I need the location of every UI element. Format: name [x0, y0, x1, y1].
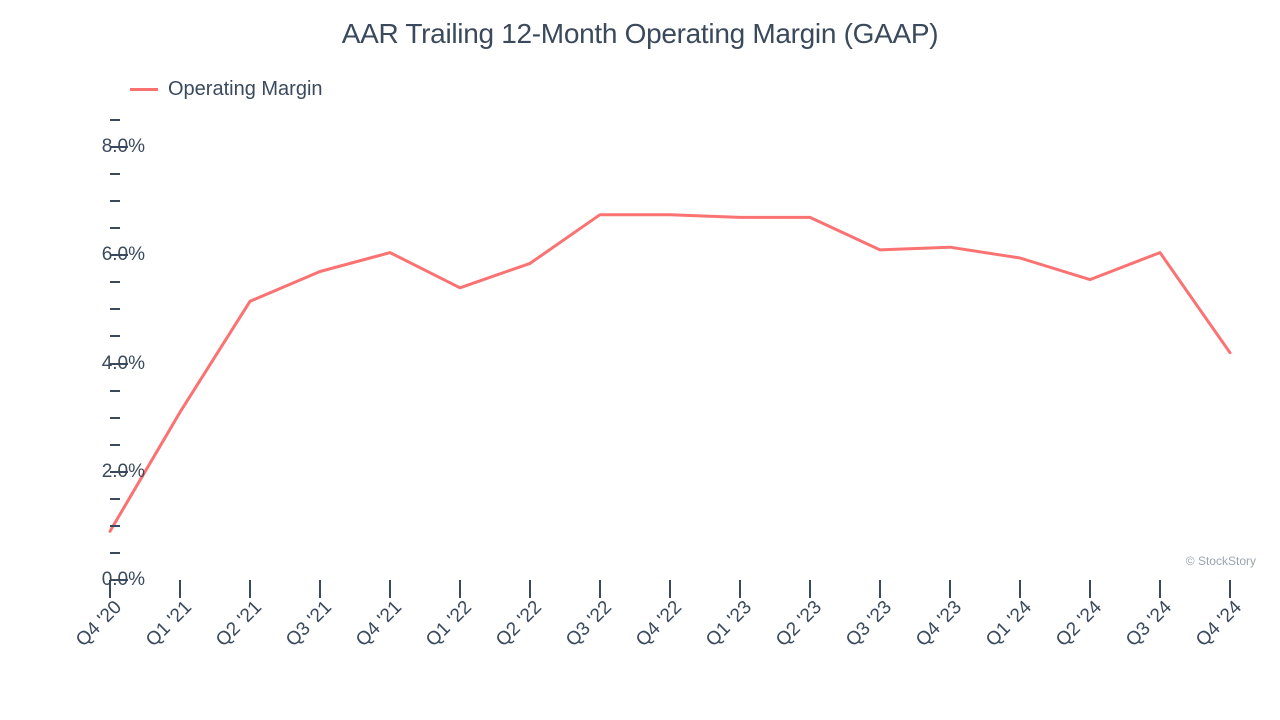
x-tick [319, 580, 321, 598]
x-axis-label: Q3 '23 [842, 597, 897, 652]
x-tick [599, 580, 601, 598]
plot-area [110, 120, 1230, 580]
x-tick [529, 580, 531, 598]
y-tick-minor [110, 119, 120, 121]
y-axis-label: 4.0% [65, 353, 145, 375]
y-tick-minor [110, 417, 120, 419]
y-tick-minor [110, 227, 120, 229]
x-tick [1089, 580, 1091, 598]
x-tick [249, 580, 251, 598]
x-tick [459, 580, 461, 598]
y-tick-minor [110, 200, 120, 202]
line-chart-svg [110, 120, 1230, 580]
x-tick [949, 580, 951, 598]
x-tick [879, 580, 881, 598]
x-axis-label: Q1 '23 [702, 597, 757, 652]
x-tick [669, 580, 671, 598]
y-tick-minor [110, 444, 120, 446]
x-tick [179, 580, 181, 598]
x-axis-label: Q1 '24 [982, 597, 1037, 652]
legend: Operating Margin [130, 78, 323, 101]
y-axis-label: 8.0% [65, 136, 145, 158]
x-axis-label: Q4 '23 [912, 597, 967, 652]
legend-swatch [130, 88, 158, 91]
y-tick-minor [110, 308, 120, 310]
y-tick-minor [110, 525, 120, 527]
x-axis-label: Q4 '20 [72, 597, 127, 652]
x-axis-label: Q2 '24 [1052, 597, 1107, 652]
y-tick-minor [110, 498, 120, 500]
x-tick [739, 580, 741, 598]
x-tick [389, 580, 391, 598]
legend-label: Operating Margin [168, 78, 323, 101]
x-axis-label: Q2 '23 [772, 597, 827, 652]
y-tick-minor [110, 173, 120, 175]
x-axis-label: Q1 '22 [422, 597, 477, 652]
y-tick-minor [110, 281, 120, 283]
y-tick-minor [110, 552, 120, 554]
x-tick [1159, 580, 1161, 598]
x-tick [109, 580, 111, 598]
y-axis-label: 0.0% [65, 569, 145, 591]
x-axis-label: Q4 '24 [1192, 597, 1247, 652]
x-axis-label: Q4 '21 [352, 597, 407, 652]
y-axis-label: 2.0% [65, 461, 145, 483]
y-tick-minor [110, 335, 120, 337]
x-axis-label: Q3 '21 [282, 597, 337, 652]
x-axis-label: Q3 '22 [562, 597, 617, 652]
x-tick [1229, 580, 1231, 598]
operating-margin-line [110, 215, 1230, 532]
y-axis-label: 6.0% [65, 244, 145, 266]
y-tick-minor [110, 390, 120, 392]
x-tick [809, 580, 811, 598]
x-tick [1019, 580, 1021, 598]
x-axis-label: Q1 '21 [142, 597, 197, 652]
attribution-text: © StockStory [1186, 554, 1256, 568]
x-axis-label: Q2 '21 [212, 597, 267, 652]
x-axis-label: Q2 '22 [492, 597, 547, 652]
chart-title: AAR Trailing 12-Month Operating Margin (… [0, 0, 1280, 50]
x-axis-label: Q4 '22 [632, 597, 687, 652]
x-axis-label: Q3 '24 [1122, 597, 1177, 652]
